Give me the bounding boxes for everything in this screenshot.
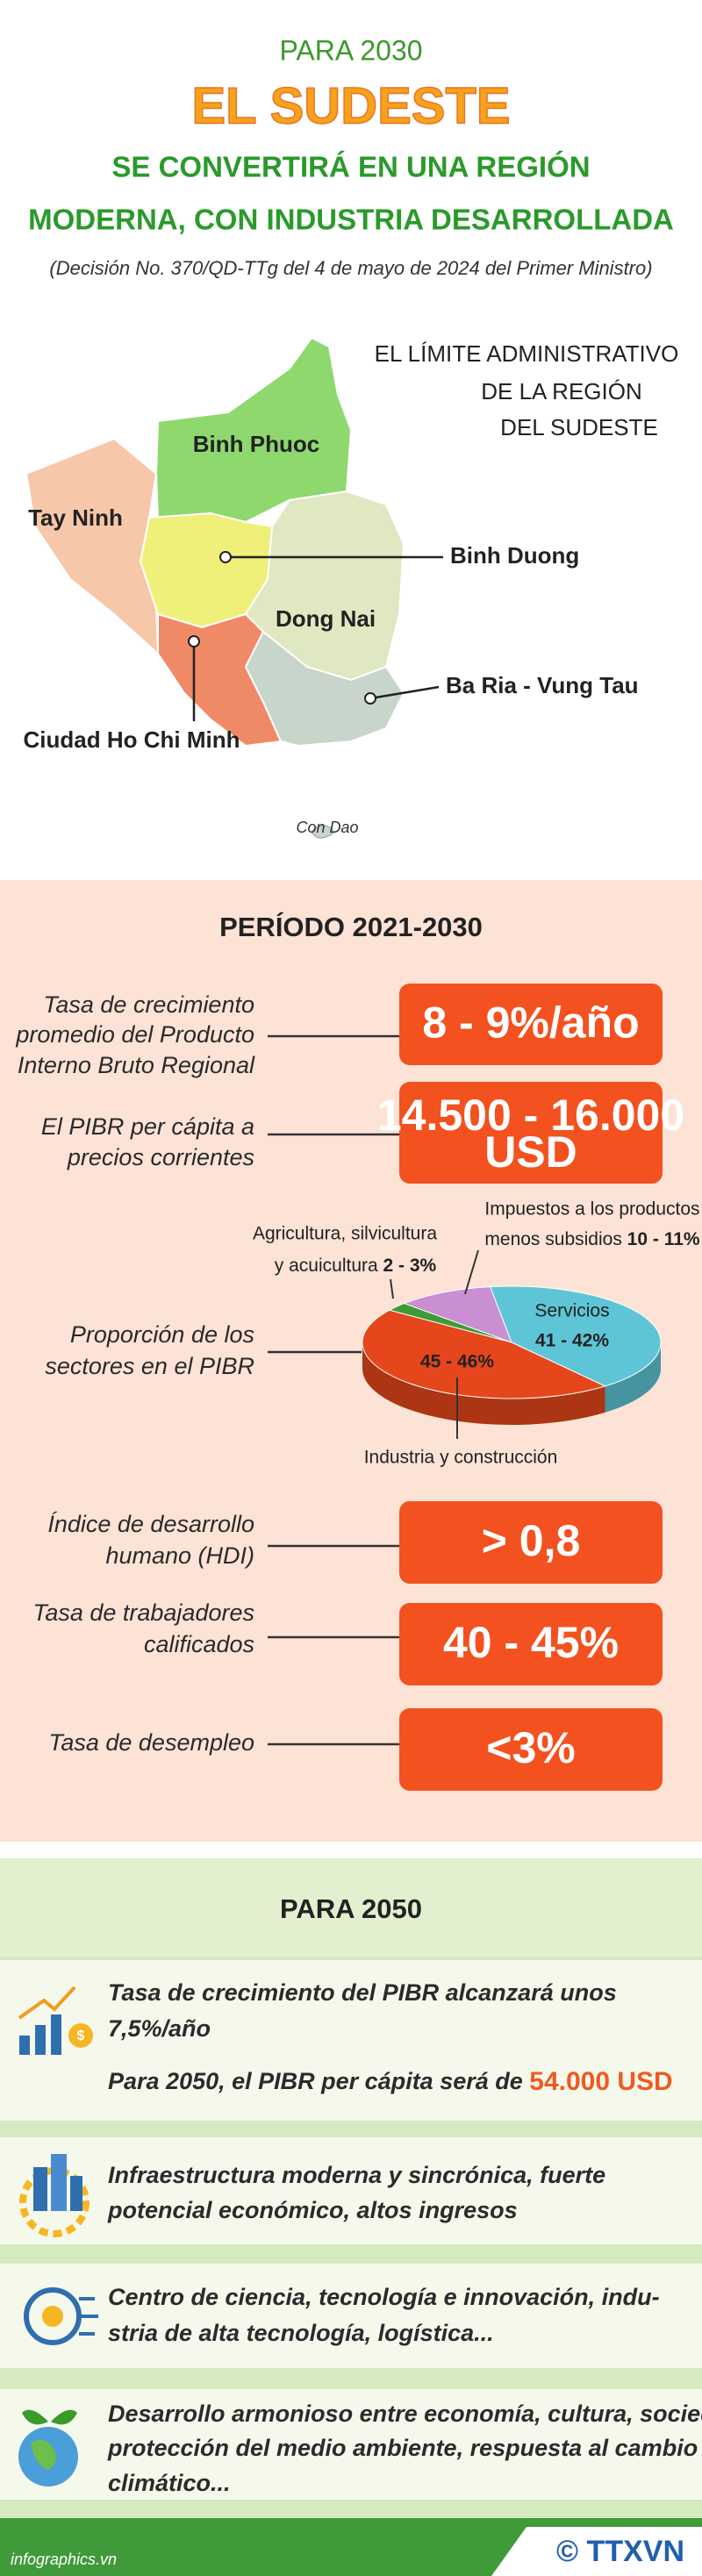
indicator-label: precios corrientes xyxy=(67,1144,254,1170)
region-label: Binh Phuoc xyxy=(193,431,319,457)
subtitle: MODERNA, CON INDUSTRIA DESARROLLADA xyxy=(28,204,674,236)
icon-environment xyxy=(18,2409,78,2487)
pie-side xyxy=(605,1342,661,1413)
section-header xyxy=(0,1858,702,1957)
icon-infrastructure xyxy=(19,2154,90,2237)
leader-dot xyxy=(364,692,376,705)
icon-growth: $ xyxy=(18,1986,93,2055)
footer-source: infographics.vn xyxy=(11,2551,117,2568)
indicator-label: Interno Bruto Regional xyxy=(18,1052,255,1078)
indicator-value: USD xyxy=(484,1127,577,1177)
footer-shape xyxy=(491,2527,702,2576)
sector-pie: Proporción de los sectores en el PIBR Agri… xyxy=(45,1199,700,1468)
title: EL SUDESTE xyxy=(191,77,510,134)
item-highlight: 54.000 USD xyxy=(529,2067,672,2096)
pie-slice xyxy=(403,1286,512,1343)
region-label: Ciudad Ho Chi Minh xyxy=(24,726,240,753)
icon-technology xyxy=(24,2287,98,2345)
value-box xyxy=(399,1603,663,1685)
pie-slice xyxy=(490,1285,662,1387)
item-text: potencial económico, altos ingresos xyxy=(107,2197,518,2223)
indicator-value: <3% xyxy=(486,1723,575,1772)
sector-share: 10 - 11% xyxy=(627,1229,700,1249)
indicator-label: promedio del Producto xyxy=(15,1021,254,1048)
leader-dot xyxy=(219,551,232,563)
region-shape xyxy=(25,437,160,656)
item-text: stria de alta tecnología, logística... xyxy=(108,2320,494,2346)
value-box xyxy=(399,1708,663,1791)
map xyxy=(25,336,443,839)
island-label: Con Dao xyxy=(296,819,358,836)
indicator-label: humano (HDI) xyxy=(105,1542,254,1569)
item-text: Desarrollo armonioso entre economía, cul… xyxy=(108,2401,702,2427)
region-label: Binh Duong xyxy=(450,542,579,569)
item-card xyxy=(0,2264,702,2368)
value-box xyxy=(399,984,663,1065)
leader-dot xyxy=(188,635,200,648)
sector-share: 41 - 42% xyxy=(535,1331,609,1351)
sector-name: menos subsidios xyxy=(484,1229,621,1249)
kicker: PARA 2030 xyxy=(279,34,422,66)
island-shape xyxy=(311,825,334,839)
indicator-label: calificados xyxy=(144,1631,254,1657)
section-title: PERÍODO 2021-2030 xyxy=(219,912,483,942)
sector-name: Agricultura, silvicultura xyxy=(253,1224,437,1244)
map-title: DE LA REGIÓN xyxy=(481,378,642,404)
indicator-value: 8 - 9%/año xyxy=(422,998,639,1048)
indicators: Tasa de crecimiento promedio del Producto… xyxy=(15,984,684,1791)
item-text: Infraestructura moderna y sincrónica, fu… xyxy=(108,2162,605,2188)
sector-name: Industria y construcción xyxy=(364,1448,558,1468)
leader-line xyxy=(464,1249,479,1295)
leader-line xyxy=(390,1278,394,1299)
region-label: Dong Nai xyxy=(276,605,376,632)
sector-name: y acuicultura xyxy=(275,1256,378,1276)
item-card xyxy=(0,1960,702,2121)
note: (Decisión No. 370/QD-TTg del 4 de mayo d… xyxy=(49,257,652,279)
sector-name: menos subsidios 10 - 11% xyxy=(484,1229,699,1249)
leader-line xyxy=(369,685,440,700)
sector-share: 2 - 3% xyxy=(383,1256,437,1276)
map-title: DEL SUDESTE xyxy=(500,414,658,440)
sector-name: Impuestos a los productos xyxy=(484,1199,699,1220)
sector-share: 45 - 46% xyxy=(420,1352,494,1372)
indicator-value: > 0,8 xyxy=(482,1516,581,1565)
footer-agency: © TTXVN xyxy=(556,2535,684,2568)
value-box xyxy=(399,1501,663,1584)
item-text: climático... xyxy=(108,2470,231,2496)
item-text: protección del medio ambiente, respuesta… xyxy=(107,2435,698,2461)
pie-slice xyxy=(362,1309,606,1399)
item-card xyxy=(0,2137,702,2244)
sector-name: Servicios xyxy=(534,1301,609,1321)
item-text: Tasa de crecimiento del PIBR alcanzará u… xyxy=(108,1979,617,2006)
item-highlight: 7,5%/año xyxy=(108,2015,211,2042)
indicator-label: El PIBR per cápita a xyxy=(41,1113,254,1140)
item-text: Para 2050, el PIBR per cápita será de 54… xyxy=(108,2067,673,2096)
indicator-label: Tasa de trabajadores xyxy=(32,1599,254,1626)
item-text: Para 2050, el PIBR per cápita será de xyxy=(108,2068,523,2094)
indicator-label: Índice de desarrollo xyxy=(47,1511,254,1537)
item-card xyxy=(0,2389,702,2500)
section-title: PARA 2050 xyxy=(280,1893,422,1924)
indicator-value: 14.500 - 16.000 xyxy=(377,1091,684,1140)
svg-text:$: $ xyxy=(77,2029,85,2043)
sector-label: Proporción de los xyxy=(70,1321,254,1348)
indicator-label: Tasa de crecimiento xyxy=(43,991,254,1018)
sector-label: sectores en el PIBR xyxy=(45,1353,254,1379)
region-label: Ba Ria - Vung Tau xyxy=(446,672,639,698)
indicator-value: 40 - 45% xyxy=(443,1618,619,1667)
item-text: Centro de ciencia, tecnología e innovaci… xyxy=(108,2284,660,2310)
region-label: Tay Ninh xyxy=(28,504,123,531)
value-box xyxy=(399,1082,663,1184)
indicator-label: Tasa de desempleo xyxy=(48,1729,254,1756)
sector-name: y acuicultura 2 - 3% xyxy=(275,1256,437,1276)
region-shape xyxy=(244,630,405,748)
pie-side xyxy=(362,1342,605,1425)
map-title: EL LÍMITE ADMINISTRATIVO xyxy=(375,340,679,367)
subtitle: SE CONVERTIRÁ EN UNA REGIÓN xyxy=(111,151,590,183)
